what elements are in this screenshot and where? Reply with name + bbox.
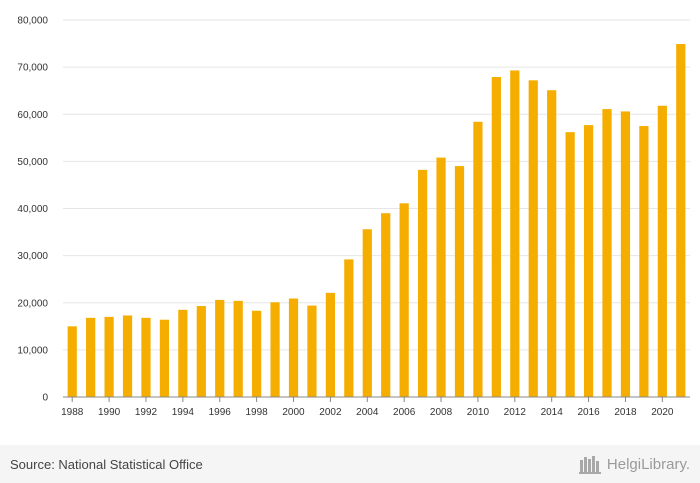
x-tick-label: 1990 <box>98 407 121 418</box>
x-tick-label: 1996 <box>209 407 232 418</box>
footer: Source: National Statistical Office Helg… <box>0 445 700 483</box>
bar-2016[interactable] <box>583 125 594 398</box>
bar-2008[interactable] <box>436 157 446 397</box>
x-tick-label: 2014 <box>541 407 564 418</box>
y-tick-label: 30,000 <box>17 251 48 262</box>
bar-2010[interactable] <box>473 121 483 397</box>
bar-2014[interactable] <box>547 90 557 397</box>
brand-name: HelgiLibrary. <box>606 455 690 473</box>
bar-2001[interactable] <box>307 305 317 397</box>
x-tick-label: 1998 <box>246 407 269 418</box>
bar-2009[interactable] <box>454 166 465 397</box>
gridlines <box>63 19 690 351</box>
x-tick-label: 2020 <box>651 407 674 418</box>
bar-1988[interactable] <box>67 326 77 397</box>
bar-2004[interactable] <box>362 229 372 397</box>
y-tick-label: 60,000 <box>17 110 48 121</box>
bar-2012[interactable] <box>510 70 520 397</box>
x-tick-label: 2006 <box>393 407 416 418</box>
bar-1995[interactable] <box>196 306 206 397</box>
x-tick-label: 2000 <box>282 407 305 418</box>
bar-2011[interactable] <box>491 77 501 398</box>
library-icon <box>578 454 603 474</box>
y-tick-label: 70,000 <box>17 63 48 74</box>
bar-1998[interactable] <box>252 310 262 397</box>
x-tick-label: 2010 <box>467 407 490 418</box>
bar-1990[interactable] <box>104 316 114 397</box>
x-tick-label: 2002 <box>319 407 342 418</box>
bar-1993[interactable] <box>159 319 170 397</box>
x-axis-ticks: 1988 1990 1992 1994 1996 1998 2000 2002 2004 2006… <box>61 397 674 418</box>
brand-logo[interactable]: HelgiLibrary. <box>578 454 690 474</box>
x-tick-label: 1992 <box>135 407 158 418</box>
bar-2002[interactable] <box>325 292 336 397</box>
y-tick-label: 0 <box>42 393 48 404</box>
bar-2015[interactable] <box>565 132 575 397</box>
bar-2006[interactable] <box>399 203 409 397</box>
bar-2007[interactable] <box>417 169 428 397</box>
bar-1999[interactable] <box>270 302 280 397</box>
source-note: Source: National Statistical Office <box>10 457 203 472</box>
y-tick-label: 50,000 <box>17 157 48 168</box>
bar-2013[interactable] <box>528 80 538 397</box>
x-tick-label: 2012 <box>504 407 527 418</box>
x-tick-label: 2016 <box>577 407 600 418</box>
bar-2003[interactable] <box>344 259 354 397</box>
bar-series <box>67 44 686 398</box>
y-tick-label: 40,000 <box>17 204 48 215</box>
y-tick-label: 80,000 <box>17 16 48 27</box>
bar-2000[interactable] <box>288 298 299 397</box>
x-tick-label: 1994 <box>172 407 195 418</box>
bar-1996[interactable] <box>215 299 225 397</box>
x-tick-label: 2004 <box>356 407 379 418</box>
bar-1991[interactable] <box>122 315 133 397</box>
bar-1994[interactable] <box>178 309 188 397</box>
x-tick-label: 1988 <box>61 407 84 418</box>
y-tick-label: 10,000 <box>17 345 48 356</box>
bar-1992[interactable] <box>141 317 151 397</box>
bar-2018[interactable] <box>620 111 631 398</box>
x-tick-label: 2008 <box>430 407 453 418</box>
bar-2020[interactable] <box>657 105 667 397</box>
bar-2021[interactable] <box>676 44 686 397</box>
bar-2005[interactable] <box>381 213 391 397</box>
bar-1989[interactable] <box>86 317 96 397</box>
y-tick-label: 20,000 <box>17 298 48 309</box>
bar-1997[interactable] <box>233 300 243 397</box>
bar-2017[interactable] <box>602 109 612 397</box>
x-tick-label: 2018 <box>614 407 637 418</box>
bar-chart: 0 10,000 20,000 30,000 40,000 50,000 60,000 70,… <box>17 16 690 418</box>
y-axis-ticks: 0 10,000 20,000 30,000 40,000 50,000 60,000 70,… <box>17 16 48 404</box>
bar-2019[interactable] <box>639 126 649 397</box>
